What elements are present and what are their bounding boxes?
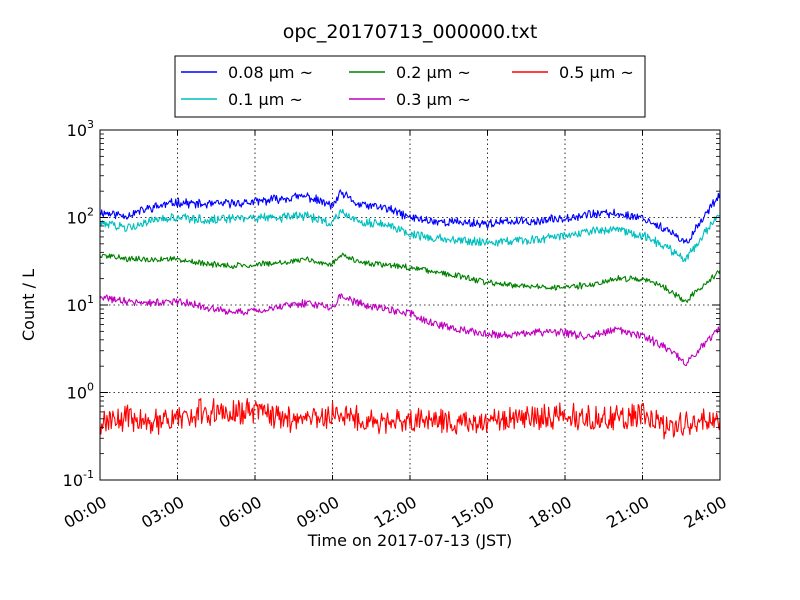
y-axis-label: Count / L bbox=[19, 269, 38, 341]
y-tick-base: 10 bbox=[67, 209, 87, 228]
series-line bbox=[99, 208, 720, 263]
series-line bbox=[99, 189, 721, 244]
legend-label: 0.08 μm ~ bbox=[228, 63, 313, 82]
y-tick-label: 10-1 bbox=[63, 468, 94, 490]
legend-label: 0.1 μm ~ bbox=[228, 90, 303, 109]
series-line bbox=[99, 398, 721, 440]
y-tick-label: 101 bbox=[67, 293, 94, 315]
y-tick-exponent: 0 bbox=[87, 381, 94, 394]
y-tick-base: 10 bbox=[67, 296, 87, 315]
y-tick-exponent: 1 bbox=[87, 293, 94, 306]
series-line bbox=[99, 252, 721, 303]
x-axis-label: Time on 2017-07-13 (JST) bbox=[307, 531, 512, 550]
y-tick-label: 100 bbox=[67, 381, 94, 403]
legend-box bbox=[174, 55, 646, 118]
series-line bbox=[99, 293, 721, 367]
y-tick-exponent: 2 bbox=[87, 206, 94, 219]
series-lines bbox=[99, 189, 721, 440]
y-tick-exponent: -1 bbox=[83, 468, 94, 481]
y-tick-base: 10 bbox=[67, 384, 87, 403]
legend-label: 0.3 μm ~ bbox=[396, 90, 471, 109]
y-tick-label: 102 bbox=[67, 206, 94, 228]
legend: 0.08 μm ~ 0.1 μm ~ 0.2 μm ~ 0.3 μm ~ 0.5 μm … bbox=[174, 55, 646, 118]
y-tick-label: 103 bbox=[67, 118, 94, 140]
y-tick-exponent: 3 bbox=[87, 118, 94, 131]
chart-title: opc_20170713_000000.txt bbox=[283, 21, 538, 43]
legend-label: 0.5 μm ~ bbox=[559, 63, 634, 82]
y-tick-base: 10 bbox=[63, 471, 83, 490]
legend-label: 0.2 μm ~ bbox=[396, 63, 471, 82]
y-tick-base: 10 bbox=[67, 121, 87, 140]
